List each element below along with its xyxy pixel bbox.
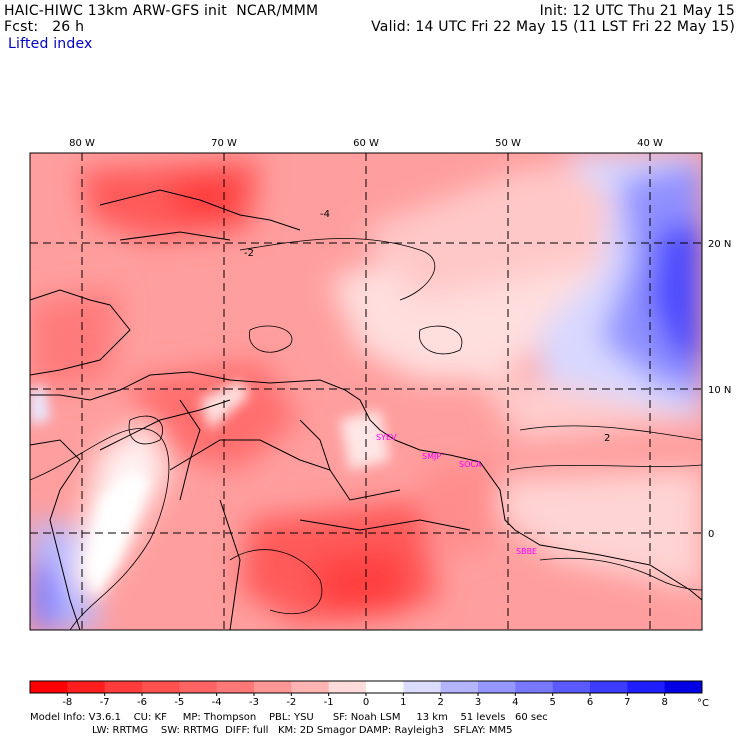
colorbar-tick-label: 2 (437, 697, 443, 708)
latitude-labels: 20 N 10 N 0 (708, 239, 731, 540)
colorbar-tick-label: -2 (286, 697, 296, 708)
colorbar-tick-label: -7 (100, 697, 110, 708)
colorbar-tick-label: 4 (512, 697, 518, 708)
colorbar-tick-label: -5 (174, 697, 184, 708)
lon-label-80w: 80 W (69, 138, 95, 149)
lon-label-70w: 70 W (211, 138, 237, 149)
graticule (30, 153, 702, 630)
longitude-labels: 80 W 70 W 60 W 50 W 40 W (69, 138, 663, 149)
colorbar-swatch (328, 681, 367, 693)
colorbar-tick-label: -6 (137, 697, 147, 708)
contour-labels: 2 -2 -4 (244, 209, 610, 444)
station-syev: SYEV (376, 433, 397, 442)
contour-label-minus-2: -2 (244, 248, 254, 259)
colorbar-swatch (552, 681, 591, 693)
init-time: Init: 12 UTC Thu 21 May 15 (539, 3, 735, 19)
lat-label-10n: 10 N (708, 385, 731, 396)
model-title: HAIC-HIWC 13km ARW-GFS init NCAR/MMM (4, 3, 319, 19)
field-name: Lifted index (8, 36, 93, 52)
colorbar-tick-label: 0 (363, 697, 369, 708)
colorbar-swatch (216, 681, 255, 693)
lat-label-20n: 20 N (708, 239, 731, 250)
colorbar-swatch (291, 681, 330, 693)
colorbar-swatch (403, 681, 442, 693)
colorbar-swatch (478, 681, 516, 693)
forecast-hour: Fcst: 26 h (4, 19, 85, 35)
colorbar-swatch (515, 681, 554, 693)
colorbar-tick-label: -4 (212, 697, 222, 708)
station-smjp: SMJP (422, 452, 441, 461)
model-info-line2: LW: RRTMG SW: RRTMG DIFF: full KM: 2D Sm… (92, 725, 513, 736)
colorbar-swatch (440, 681, 479, 693)
valid-time: Valid: 14 UTC Fri 22 May 15 (11 LST Fri … (371, 19, 735, 35)
station-labels: SYEV SMJP SOCA SBBE (376, 433, 537, 556)
colorbar-swatch (142, 681, 180, 693)
colorbar-tick-label: -3 (249, 697, 259, 708)
colorbar-ticks: -8 -7 -6 -5 -4 -3 -2 -1 0 1 2 3 4 5 6 7 8 (62, 693, 668, 708)
colorbar-tick-label: -8 (62, 697, 72, 708)
station-soca: SOCA (459, 460, 482, 469)
colorbar-tick-label: -1 (324, 697, 334, 708)
colorbar-swatch (67, 681, 106, 693)
colorbar-swatch (179, 681, 218, 693)
contour-label-minus-4: -4 (320, 209, 330, 220)
lat-label-0: 0 (708, 529, 714, 540)
colorbar-tick-label: 6 (587, 697, 593, 708)
colorbar-swatch (366, 681, 404, 693)
contour-label-2: 2 (604, 433, 610, 444)
colorbar-tick-label: 1 (400, 697, 406, 708)
colorbar-tick-label: 3 (475, 697, 481, 708)
station-sbbe: SBBE (516, 547, 537, 556)
model-info-line1: Model Info: V3.6.1 CU: KF MP: Thompson P… (30, 712, 548, 723)
li-contours (29, 238, 703, 631)
lon-label-40w: 40 W (637, 138, 663, 149)
colorbar-tick-label: 7 (624, 697, 630, 708)
colorbar-swatch (30, 681, 68, 693)
colorbar (29, 680, 703, 694)
colorbar-unit: °C (697, 698, 709, 709)
lon-label-60w: 60 W (353, 138, 379, 149)
colorbar-swatch (104, 681, 143, 693)
colorbar-swatch (590, 681, 628, 693)
colorbar-swatch (664, 681, 703, 693)
map-frame (29, 152, 703, 631)
colorbar-tick-label: 8 (661, 697, 667, 708)
lon-label-50w: 50 W (495, 138, 521, 149)
colorbar-tick-label: 5 (549, 697, 555, 708)
colorbar-swatch (254, 681, 292, 693)
colorbar-swatch (627, 681, 666, 693)
